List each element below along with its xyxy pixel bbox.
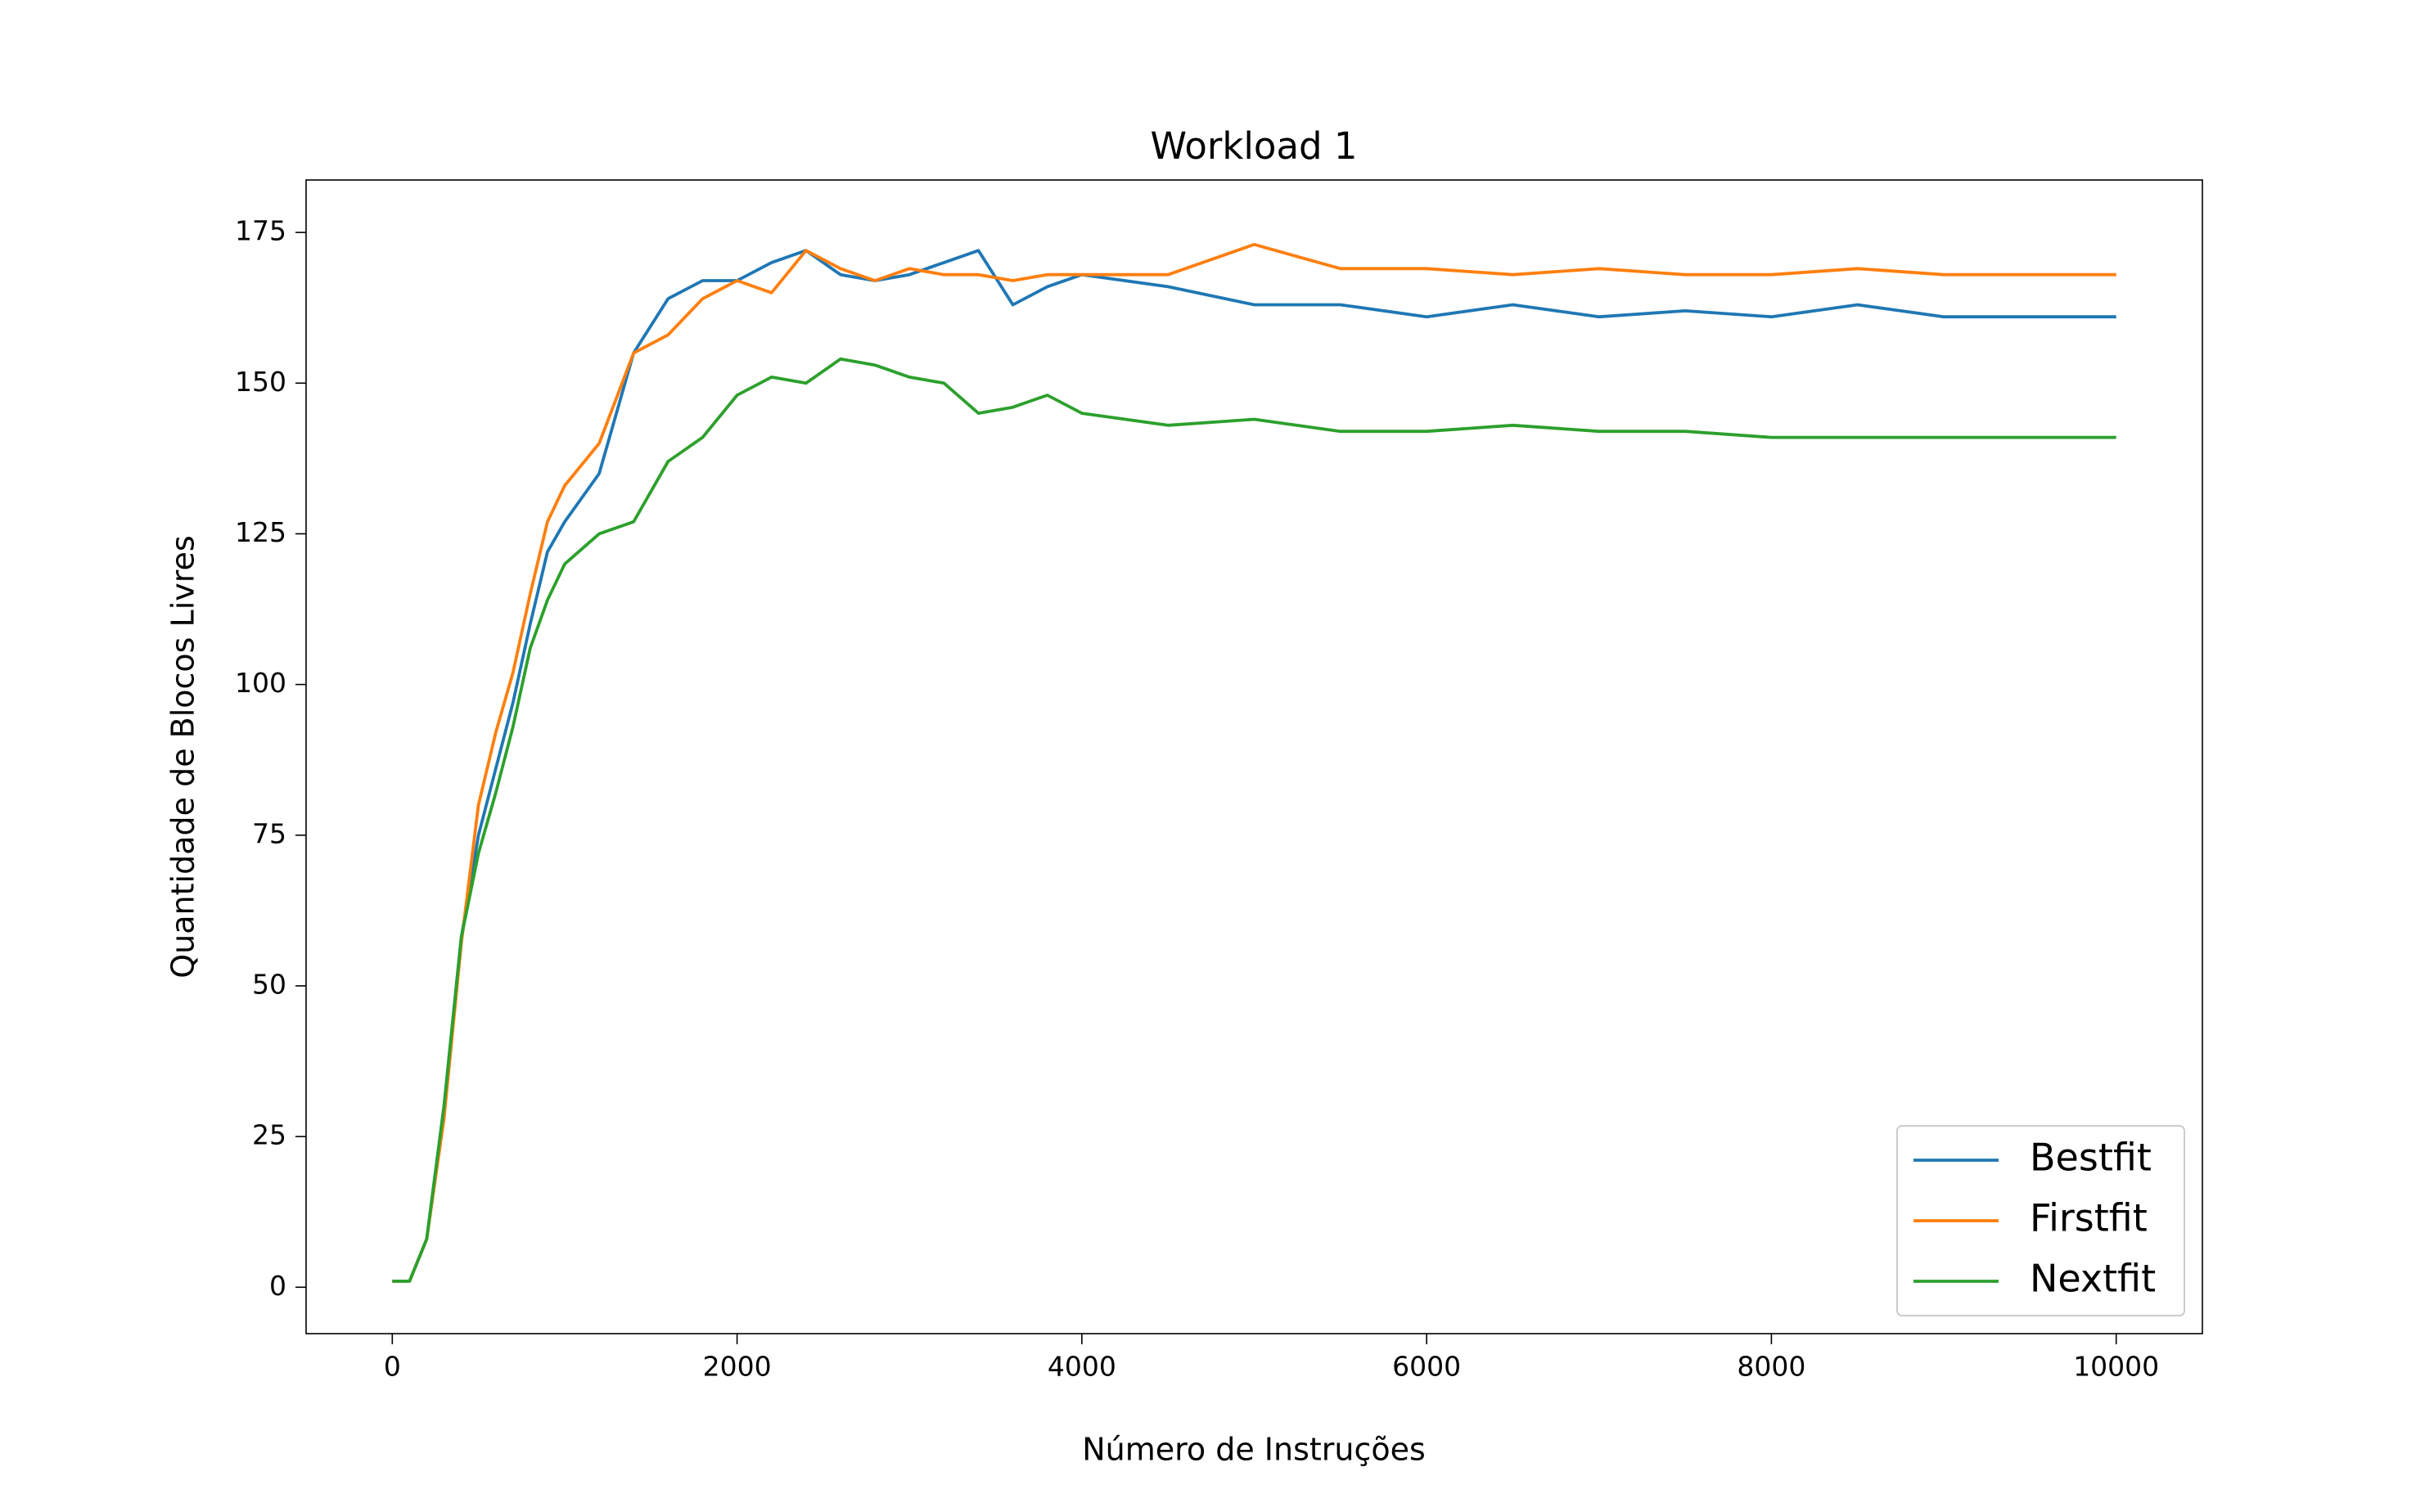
- legend-label: Bestfit: [2030, 1136, 2152, 1180]
- x-tick-label: 0: [384, 1351, 401, 1383]
- y-tick-label: 175: [235, 215, 286, 247]
- series-line: [392, 357, 2116, 1283]
- x-tick-label: 6000: [1392, 1351, 1461, 1383]
- x-tick-label: 4000: [1048, 1351, 1116, 1383]
- plot-frame: [305, 179, 2203, 1334]
- y-axis-label: Quantidade de Blocos Livres: [165, 535, 201, 978]
- y-tick-label: 100: [235, 667, 286, 699]
- y-tick-label: 25: [252, 1119, 286, 1151]
- legend-box: [1896, 1125, 2185, 1316]
- y-tick-label: 125: [235, 516, 286, 548]
- y-tick-label: 50: [252, 968, 286, 1000]
- series-line: [392, 242, 2116, 1283]
- chart-title: Workload 1: [1150, 124, 1357, 168]
- y-tick-label: 0: [269, 1270, 286, 1302]
- legend-label: Firstfit: [2030, 1196, 2148, 1240]
- y-tick-label: 75: [252, 817, 286, 849]
- x-tick-label: 10000: [2073, 1351, 2159, 1383]
- x-tick-label: 2000: [703, 1351, 772, 1383]
- y-tick-label: 150: [235, 366, 286, 398]
- series-line: [392, 249, 2116, 1283]
- legend-label: Nextfit: [2030, 1257, 2156, 1301]
- x-axis-label: Número de Instruções: [1082, 1432, 1426, 1468]
- x-tick-label: 8000: [1737, 1351, 1805, 1383]
